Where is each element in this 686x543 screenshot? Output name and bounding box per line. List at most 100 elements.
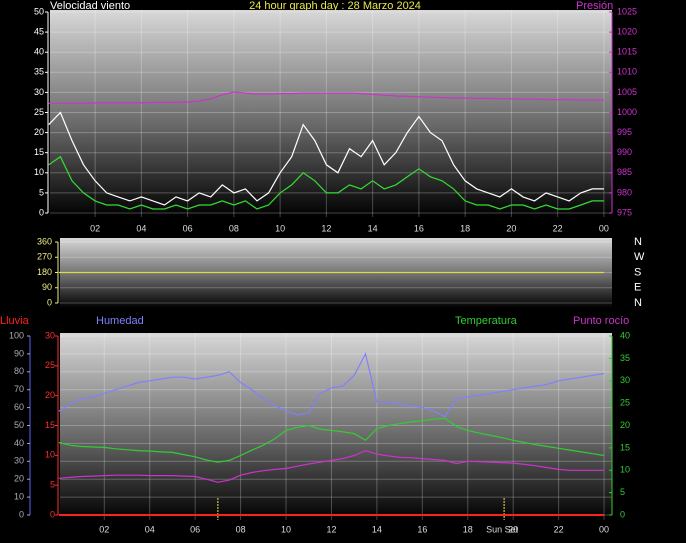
x-tick-label: 10: [275, 223, 285, 233]
y-tick-label: 40: [34, 47, 44, 57]
x-tick-label: 08: [236, 524, 246, 534]
y-tick-label: 25: [34, 107, 44, 117]
y2-tick-label: N: [634, 297, 642, 309]
y2-tick-label: 0: [620, 509, 625, 519]
y-tick-label: 10: [34, 167, 44, 177]
y2-tick-label: 20: [620, 420, 630, 430]
x-tick-label: 18: [463, 524, 473, 534]
y-tick-label: 90: [42, 282, 52, 292]
x-tick-label: 00: [599, 524, 609, 534]
y3-tick-label: 0: [50, 509, 55, 519]
y2-tick-label: 995: [617, 127, 632, 137]
y-tick-label: 50: [14, 420, 24, 430]
x-tick-label: 20: [508, 524, 518, 534]
series-line: [48, 91, 604, 104]
y2-tick-label: 5: [620, 487, 625, 497]
y-axis-label: Velocidad viento: [50, 0, 130, 12]
y-tick-label: 60: [14, 402, 24, 412]
y3-tick-label: 5: [50, 480, 55, 490]
y-tick-label: 15: [34, 147, 44, 157]
y-tick-label: 0: [47, 297, 52, 307]
series-line: [58, 352, 605, 418]
y2-tick-label: 1005: [617, 87, 637, 97]
y-tick-label: 35: [34, 67, 44, 77]
y2-tick-label: 980: [617, 187, 632, 197]
y2-tick-label: 1000: [617, 107, 637, 117]
y3-tick-label: 30: [45, 330, 55, 340]
y2-tick-label: E: [634, 282, 641, 294]
series-line: [58, 449, 604, 483]
y-tick-label: 0: [39, 207, 44, 217]
x-tick-label: 22: [554, 524, 564, 534]
y2-tick-label: 40: [620, 330, 630, 340]
y2-tick-label: 975: [617, 207, 632, 217]
x-tick-label: 14: [368, 223, 378, 233]
y-tick-label: 40: [14, 438, 24, 448]
x-tick-label: 02: [99, 524, 109, 534]
y2-tick-label: 1015: [617, 47, 637, 57]
y2-tick-label: 30: [620, 375, 630, 385]
x-tick-label: 06: [190, 524, 200, 534]
x-tick-label: 22: [553, 223, 563, 233]
legend-label: Humedad: [96, 315, 144, 327]
y-tick-label: 30: [34, 87, 44, 97]
x-tick-label: 16: [417, 524, 427, 534]
y2-tick-label: 25: [620, 398, 630, 408]
x-tick-label: 16: [414, 223, 424, 233]
y2-tick-label: 990: [617, 147, 632, 157]
y-tick-label: 90: [14, 348, 24, 358]
legend-label: Presión: [576, 0, 613, 12]
plot-area: [50, 10, 612, 217]
y-tick-label: 50: [34, 6, 44, 16]
x-tick-label: 08: [229, 223, 239, 233]
x-tick-label: 04: [145, 524, 155, 534]
y-tick-label: 270: [37, 252, 52, 262]
y2-tick-label: 35: [620, 353, 630, 363]
y-tick-label: 5: [39, 187, 44, 197]
y-tick-label: 180: [37, 267, 52, 277]
series-line: [48, 111, 604, 206]
y-tick-label: 0: [19, 509, 24, 519]
y-tick-label: 10: [14, 491, 24, 501]
legend-label: Temperatura: [455, 315, 518, 327]
legend-label: Lluvia: [0, 315, 30, 327]
x-tick-label: 20: [506, 223, 516, 233]
annotation-label: Sun Set: [486, 524, 519, 534]
x-tick-label: 10: [281, 524, 291, 534]
y3-tick-label: 10: [45, 450, 55, 460]
y2-tick-label: 15: [620, 442, 630, 452]
chart-title: 24 hour graph day : 28 Marzo 2024: [249, 0, 421, 12]
y-tick-label: 360: [37, 236, 52, 246]
x-tick-label: 12: [321, 223, 331, 233]
series-line: [58, 417, 605, 463]
y3-tick-label: 25: [45, 360, 55, 370]
y-tick-label: 20: [34, 127, 44, 137]
x-tick-label: 04: [136, 223, 146, 233]
y-tick-label: 80: [14, 366, 24, 376]
x-tick-label: 12: [326, 524, 336, 534]
legend-label: Punto rocío: [573, 315, 629, 327]
y2-tick-label: 1025: [617, 6, 637, 16]
y-tick-label: 70: [14, 384, 24, 394]
y-tick-label: 20: [14, 474, 24, 484]
x-tick-label: 14: [372, 524, 382, 534]
x-tick-label: 00: [599, 223, 609, 233]
plot-area: [60, 333, 612, 520]
y-tick-label: 45: [34, 26, 44, 36]
y2-tick-label: 1010: [617, 67, 637, 77]
y2-tick-label: 10: [620, 465, 630, 475]
y2-tick-label: 1020: [617, 26, 637, 36]
y3-tick-label: 20: [45, 390, 55, 400]
y-tick-label: 30: [14, 456, 24, 466]
x-tick-label: 06: [183, 223, 193, 233]
x-tick-label: 02: [90, 223, 100, 233]
y2-tick-label: N: [634, 236, 642, 248]
y2-tick-label: 985: [617, 167, 632, 177]
y2-tick-label: W: [634, 251, 645, 263]
y2-tick-label: S: [634, 266, 641, 278]
y-tick-label: 100: [9, 330, 24, 340]
y3-tick-label: 15: [45, 420, 55, 430]
x-tick-label: 18: [460, 223, 470, 233]
